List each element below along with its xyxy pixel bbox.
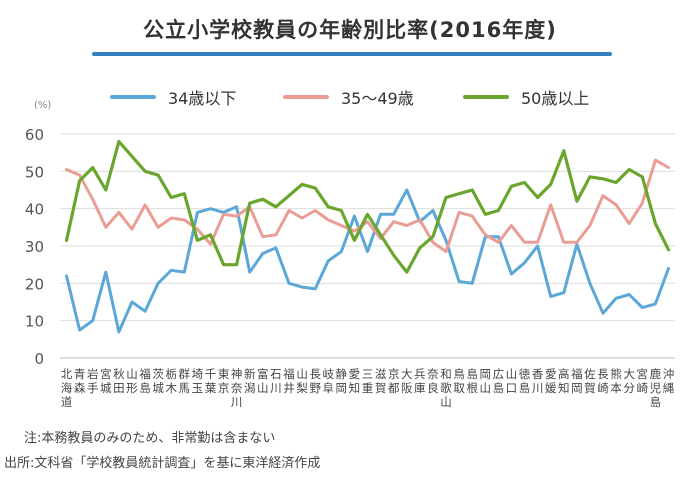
series-line-1 <box>65 188 670 334</box>
grid-lines <box>60 133 675 359</box>
legend-label-35-49: 35〜49歳 <box>341 89 414 108</box>
legend-label-34-under: 34歳以下 <box>168 89 237 108</box>
y-tick-label: 10 <box>25 313 44 331</box>
x-tick-label: 愛知 <box>349 367 361 395</box>
legend-item-34-under: 34歳以下 <box>110 82 236 112</box>
x-tick-label: 愛媛 <box>545 367 557 395</box>
x-tick-label: 福岡 <box>571 367 583 395</box>
x-tick-label: 静岡 <box>336 367 348 395</box>
legend-swatch-34-under <box>110 95 156 99</box>
chart-title: 公立小学校教員の年齢別比率(2016年度) <box>143 18 557 42</box>
x-tick-label: 宮崎 <box>637 367 649 395</box>
legend-label-50-over: 50歳以上 <box>521 89 590 108</box>
x-tick-label: 神奈川 <box>231 367 243 409</box>
x-tick-label: 群馬 <box>179 367 191 395</box>
x-tick-label: 石川 <box>270 367 282 395</box>
x-tick-label: 熊本 <box>610 367 622 395</box>
x-tick-label: 栃木 <box>165 367 177 395</box>
x-tick-label: 福島 <box>139 367 151 395</box>
x-tick-label: 山梨 <box>296 367 308 395</box>
x-tick-label: 新潟 <box>244 367 256 395</box>
line-chart: 0 10 20 30 40 50 60 北海道青森岩手宮城秋田山形福島茨城栃木群馬埼玉千葉東… <box>25 100 675 409</box>
x-tick-label: 茨城 <box>152 367 164 395</box>
x-tick-label: 大阪 <box>401 367 413 395</box>
y-tick-label: 30 <box>25 238 44 256</box>
x-tick-label: 岩手 <box>87 367 99 395</box>
x-tick-label: 長野 <box>309 367 321 395</box>
legend-item-50-over: 50歳以上 <box>463 82 589 112</box>
x-tick-label: 三重 <box>362 367 374 395</box>
x-tick-label: 徳島 <box>519 367 531 395</box>
y-tick-label: 20 <box>25 275 44 293</box>
x-tick-label: 兵庫 <box>414 367 426 395</box>
y-tick-label: 50 <box>25 163 44 181</box>
x-tick-label: 鹿児島 <box>650 367 662 409</box>
x-tick-label: 福井 <box>283 367 295 395</box>
legend: 34歳以下 35〜49歳 50歳以上 <box>0 82 700 112</box>
legend-swatch-35-49 <box>283 95 329 99</box>
legend-item-35-49: 35〜49歳 <box>283 82 414 112</box>
legend-swatch-50-over <box>463 95 509 99</box>
x-tick-label: 京都 <box>388 367 400 395</box>
x-tick-label: 滋賀 <box>375 367 387 395</box>
x-tick-label: 山形 <box>126 367 138 395</box>
x-axis-labels: 北海道青森岩手宮城秋田山形福島茨城栃木群馬埼玉千葉東京神奈川新潟富山石川福井山梨… <box>61 367 675 409</box>
x-tick-label: 宮城 <box>100 367 112 395</box>
x-tick-label: 青森 <box>74 367 86 395</box>
x-tick-label: 富山 <box>257 367 269 395</box>
x-tick-label: 島根 <box>466 367 478 395</box>
x-tick-label: 広島 <box>493 367 505 395</box>
x-tick-label: 奈良 <box>427 367 439 395</box>
x-tick-label: 東京 <box>218 367 230 395</box>
x-tick-label: 秋田 <box>113 367 125 395</box>
x-tick-label: 佐賀 <box>584 367 596 395</box>
y-axis-unit-label: (%) <box>34 100 51 111</box>
source-note: 出所:文科省「学校教員統計調査」を基に東洋経済作成 <box>4 456 321 471</box>
title-underline <box>92 52 612 56</box>
x-tick-label: 北海道 <box>61 367 73 409</box>
x-tick-label: 千葉 <box>205 367 217 395</box>
series-line-3 <box>64 139 671 274</box>
y-tick-label: 60 <box>25 126 44 144</box>
y-axis-ticks: 0 10 20 30 40 50 60 <box>25 126 44 368</box>
x-tick-label: 鳥取 <box>453 367 465 395</box>
footnote: 注:本務教員のみのため、非常勤は含まない <box>24 431 276 446</box>
x-tick-label: 和歌山 <box>440 367 452 409</box>
x-tick-label: 岡山 <box>480 367 492 395</box>
x-tick-label: 香川 <box>532 367 544 395</box>
x-tick-label: 高知 <box>558 367 570 395</box>
x-tick-label: 長崎 <box>597 367 609 395</box>
y-tick-label: 0 <box>34 350 44 368</box>
x-tick-label: 埼玉 <box>192 367 204 395</box>
x-tick-label: 沖縄 <box>663 367 675 395</box>
series-lines <box>64 139 671 334</box>
x-tick-label: 岐阜 <box>322 367 334 395</box>
y-tick-label: 40 <box>25 201 44 219</box>
x-tick-label: 大分 <box>623 367 635 395</box>
series-line-2 <box>65 158 670 254</box>
x-tick-label: 山口 <box>506 367 518 395</box>
